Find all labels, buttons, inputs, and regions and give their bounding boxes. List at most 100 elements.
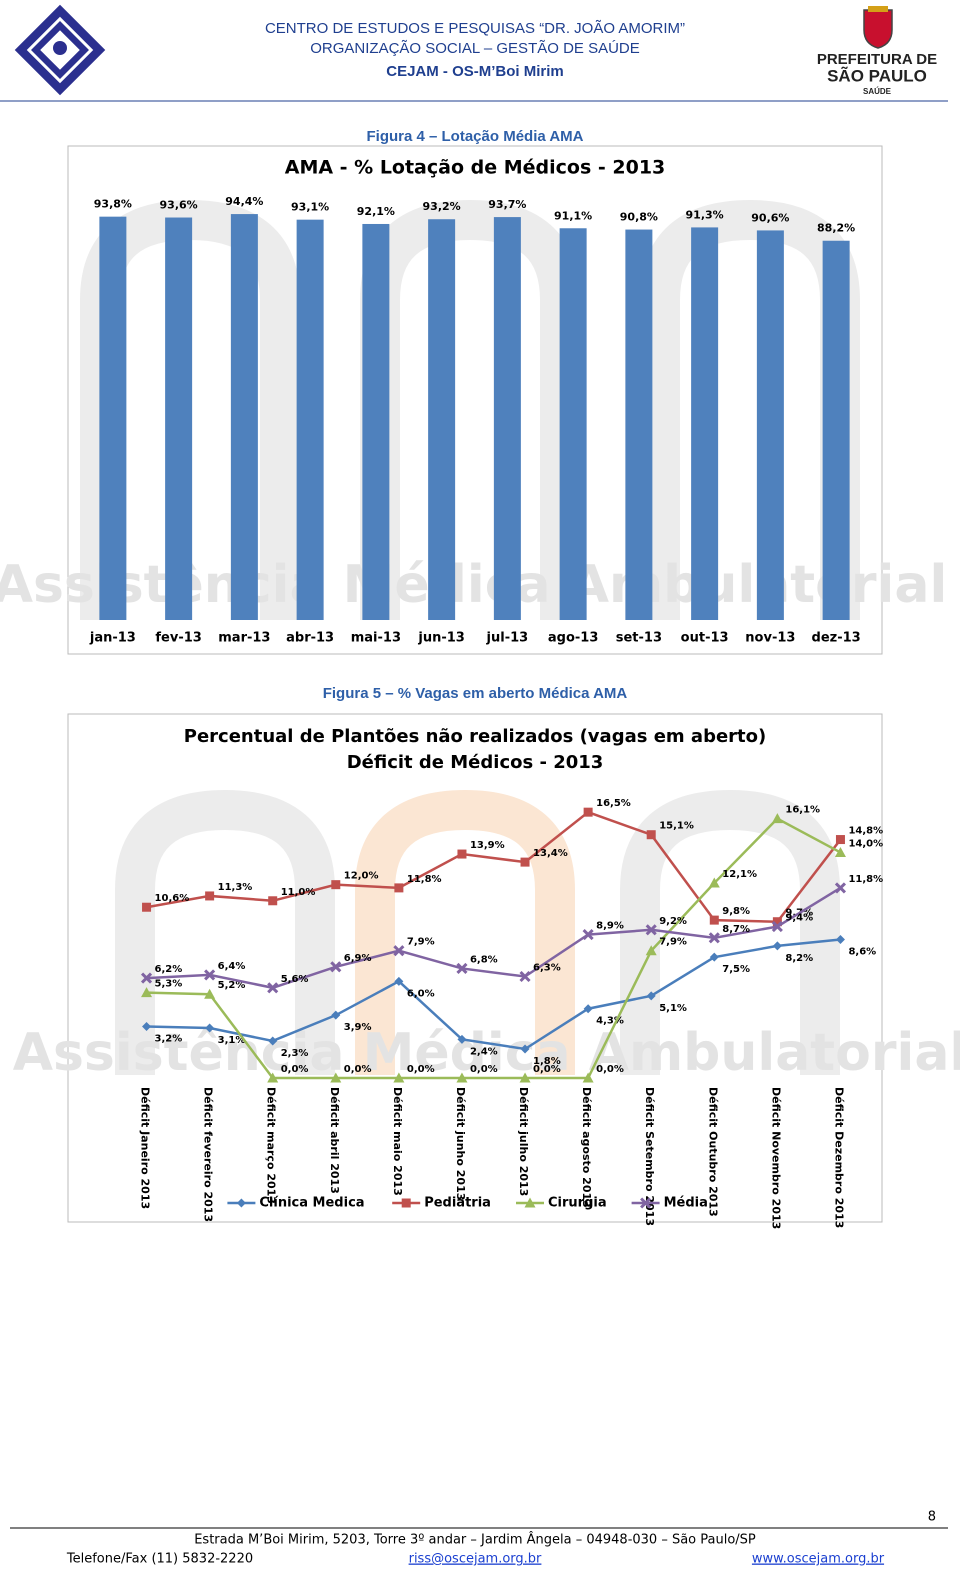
data-label: 93,6% <box>160 199 198 212</box>
data-label: 7,5% <box>722 964 750 975</box>
watermark: Assistência Médica Ambulatorial <box>0 555 947 615</box>
website-link[interactable]: www.oscejam.org.br <box>752 1552 885 1567</box>
data-label: 0,0% <box>407 1064 435 1075</box>
marker <box>520 857 530 867</box>
chart-title: Percentual de Plantões não realizados (v… <box>184 726 767 747</box>
line-chart: Déficit Janeiro 2013 Déficit fevereiro 20… <box>139 798 884 1229</box>
marker <box>331 1010 341 1020</box>
chart-title: AMA - % Lotação de Médicos - 2013 <box>285 157 666 179</box>
legend-label: Média <box>664 1196 708 1211</box>
x-tick-label: abr-13 <box>286 631 334 646</box>
data-label: 94,4% <box>225 195 263 208</box>
address: Estrada M’Boi Mirim, 5203, Torre 3º anda… <box>194 1532 756 1548</box>
marker <box>646 991 656 1001</box>
x-tick-label: set-13 <box>616 631 662 646</box>
marker <box>582 929 594 941</box>
cejam-logo <box>14 4 106 96</box>
data-label: 7,9% <box>407 937 435 948</box>
bar <box>559 228 587 620</box>
footer: 8 Estrada M’Boi Mirim, 5203, Torre 3º an… <box>10 1510 948 1567</box>
email-link[interactable]: riss@oscejam.org.br <box>409 1552 542 1567</box>
data-label: 1,8% <box>533 1056 561 1067</box>
marker <box>646 830 656 840</box>
marker <box>456 1072 468 1083</box>
marker <box>708 877 720 888</box>
bar <box>230 214 258 620</box>
x-tick-label: dez-13 <box>812 631 861 646</box>
data-label: 93,2% <box>423 200 461 213</box>
data-label: 15,1% <box>659 821 694 832</box>
marker <box>834 882 847 894</box>
data-label: 14,0% <box>848 838 883 849</box>
series-line <box>146 817 842 1080</box>
x-tick-label: Déficit abril 2013 <box>328 1087 341 1194</box>
data-label: 0,0% <box>470 1064 498 1075</box>
legend-item: Pediatria <box>392 1196 491 1211</box>
data-label: 5,3% <box>155 979 183 990</box>
phone: Telefone/Fax (11) 5832-2220 <box>66 1552 253 1567</box>
logo-text: SÃO PAULO <box>827 65 927 85</box>
data-label: 0,0% <box>281 1064 309 1075</box>
marker <box>772 941 782 951</box>
prefeitura-logo: PREFEITURA DE SÃO PAULO SAÚDE <box>817 6 937 96</box>
data-label: 0,0% <box>344 1064 372 1075</box>
data-label: 91,1% <box>554 209 592 222</box>
data-label: 11,3% <box>218 882 253 893</box>
marker <box>835 934 845 944</box>
data-label: 13,4% <box>533 848 568 859</box>
data-label: 88,2% <box>817 222 855 235</box>
x-tick-label: fev-13 <box>155 631 201 646</box>
data-label: 91,3% <box>686 208 724 221</box>
x-tick-label: ago-13 <box>548 631 599 646</box>
marker <box>394 883 404 893</box>
marker <box>835 835 845 845</box>
marker <box>330 961 342 973</box>
legend-label: Cirurgia <box>548 1196 607 1211</box>
data-label: 93,8% <box>94 198 132 211</box>
data-label: 3,2% <box>155 1033 183 1044</box>
marker <box>394 976 404 986</box>
x-tick-label: jan-13 <box>89 631 136 646</box>
series-line <box>146 810 842 923</box>
bar <box>493 217 521 620</box>
data-label: 6,2% <box>155 964 183 975</box>
marker <box>268 896 278 906</box>
data-label: 6,3% <box>533 963 561 974</box>
data-label: 8,6% <box>848 946 876 957</box>
data-label: 5,1% <box>659 1003 687 1014</box>
figure-caption: Figura 4 – Lotação Média AMA <box>367 128 584 145</box>
marker <box>645 945 657 956</box>
bar <box>99 216 127 620</box>
data-label: 12,1% <box>722 869 757 880</box>
x-tick-label: Déficit fevereiro 2013 <box>202 1087 215 1222</box>
marker <box>456 962 468 975</box>
marker <box>708 932 720 944</box>
data-label: 6,4% <box>218 961 246 972</box>
marker <box>393 945 405 957</box>
data-label: 11,0% <box>281 887 316 898</box>
data-label: 0,0% <box>596 1064 624 1075</box>
data-label: 13,9% <box>470 840 505 851</box>
data-label: 6,8% <box>470 954 498 965</box>
bar <box>428 219 456 621</box>
legend-marker <box>401 1198 411 1208</box>
x-tick-label: jul-13 <box>486 631 529 646</box>
marker <box>205 891 215 901</box>
bar <box>165 217 193 620</box>
bar-chart: 93,8% jan-13 93,6% fev-13 94,4% mar-13 93,1% ab… <box>89 195 861 645</box>
header: CENTRO DE ESTUDOS E PESQUISAS “DR. JOÃO … <box>0 4 948 102</box>
marker <box>583 1004 593 1014</box>
data-label: 2,4% <box>470 1046 498 1057</box>
chart-subtitle: Déficit de Médicos - 2013 <box>347 752 604 773</box>
bar <box>691 227 719 620</box>
x-tick-label: Déficit Janeiro 2013 <box>139 1087 152 1209</box>
marker <box>457 849 467 859</box>
series-line <box>146 886 842 990</box>
marker <box>204 988 216 999</box>
chart-frame <box>67 713 883 1223</box>
marker <box>457 1034 467 1044</box>
watermark: Assistência Médica Ambulatorial <box>13 1023 960 1083</box>
x-tick-label: mai-13 <box>351 631 401 646</box>
